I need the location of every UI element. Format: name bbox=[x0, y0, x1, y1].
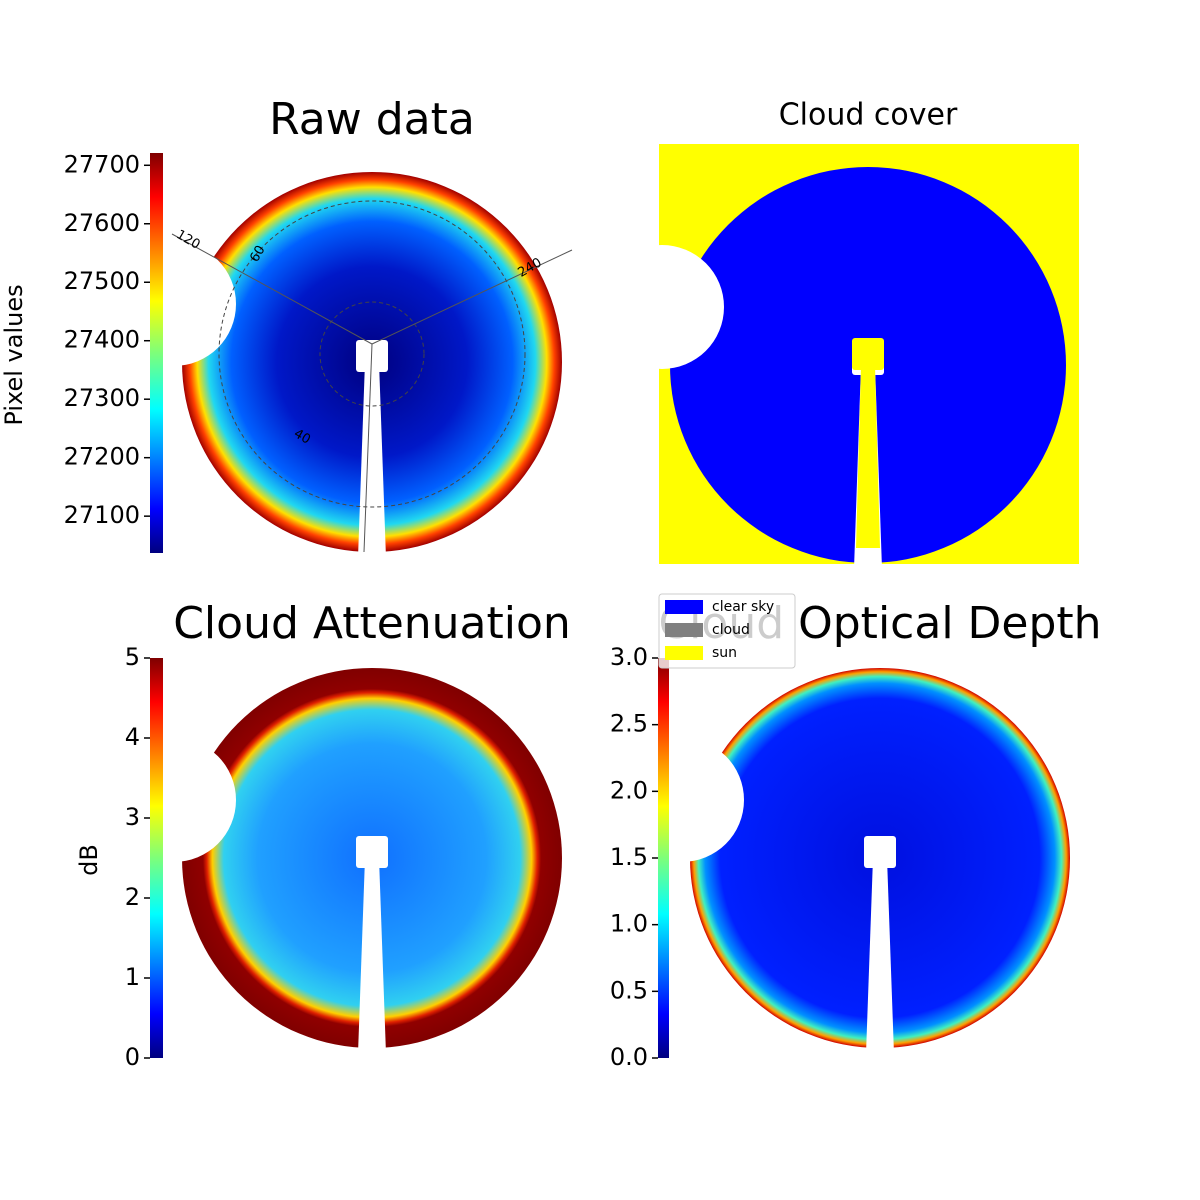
polar-axis bbox=[363, 343, 373, 553]
colorbar-tick-label: 1 bbox=[125, 963, 140, 991]
polar-label: 40 bbox=[291, 426, 313, 447]
colorbar bbox=[150, 153, 163, 553]
colorbar-tick-label: 27600 bbox=[64, 209, 140, 237]
polar-axis bbox=[371, 249, 573, 345]
camera-head bbox=[356, 836, 388, 868]
colorbar-tick-label: 4 bbox=[125, 723, 140, 751]
colorbar-tick-label: 3.0 bbox=[610, 643, 648, 671]
colorbar-tick-label: 27700 bbox=[64, 150, 140, 178]
polar-axis bbox=[171, 233, 373, 345]
colorbar-tick-label: 27100 bbox=[64, 501, 140, 529]
legend-label: cloud bbox=[712, 622, 750, 638]
colorbar-tick-label: 1.5 bbox=[610, 843, 648, 871]
legend-label: clear sky bbox=[712, 599, 774, 615]
panel-title: Cloud Attenuation bbox=[173, 598, 571, 649]
colorbar bbox=[150, 658, 163, 1058]
colorbar-tick-label: 2 bbox=[125, 883, 140, 911]
colorbar-tick-label: 27300 bbox=[64, 384, 140, 412]
colorbar-tick-label: 2.5 bbox=[610, 710, 648, 738]
horizon-obstruction bbox=[112, 242, 236, 366]
colorbar-tick-label: 27500 bbox=[64, 267, 140, 295]
camera-head bbox=[864, 836, 896, 868]
camera-mast bbox=[358, 362, 386, 558]
colorbar-tick-label: 27400 bbox=[64, 326, 140, 354]
legend-swatch bbox=[665, 623, 703, 637]
panel-title: Cloud cover bbox=[779, 98, 958, 133]
camera-head bbox=[852, 338, 884, 370]
camera-mast bbox=[866, 858, 894, 1054]
legend-swatch bbox=[665, 600, 703, 614]
horizon-obstruction bbox=[112, 738, 236, 862]
colorbar-tick-label: 2.0 bbox=[610, 776, 648, 804]
camera-mast bbox=[358, 858, 386, 1054]
legend-swatch bbox=[665, 646, 703, 660]
legend-label: sun bbox=[712, 645, 737, 661]
camera-mast bbox=[856, 365, 880, 548]
panel-title: Raw data bbox=[269, 94, 475, 145]
polar-grid bbox=[319, 301, 425, 407]
colorbar-tick-label: 0 bbox=[125, 1043, 140, 1071]
horizon-obstruction bbox=[600, 245, 724, 369]
polar-grid bbox=[218, 200, 526, 508]
colorbar-tick-label: 1.0 bbox=[610, 910, 648, 938]
horizon-obstruction bbox=[620, 738, 744, 862]
colorbar-tick-label: 0.0 bbox=[610, 1043, 648, 1071]
colorbar bbox=[658, 658, 669, 1058]
colorbar-tick-label: 27200 bbox=[64, 443, 140, 471]
colorbar-tick-label: 3 bbox=[125, 803, 140, 831]
polar-label: 60 bbox=[247, 243, 268, 265]
colorbar-tick-label: 5 bbox=[125, 643, 140, 671]
colorbar-label: dB bbox=[75, 844, 103, 876]
colorbar-tick-label: 0.5 bbox=[610, 976, 648, 1004]
colorbar-label: Pixel values bbox=[0, 284, 28, 425]
